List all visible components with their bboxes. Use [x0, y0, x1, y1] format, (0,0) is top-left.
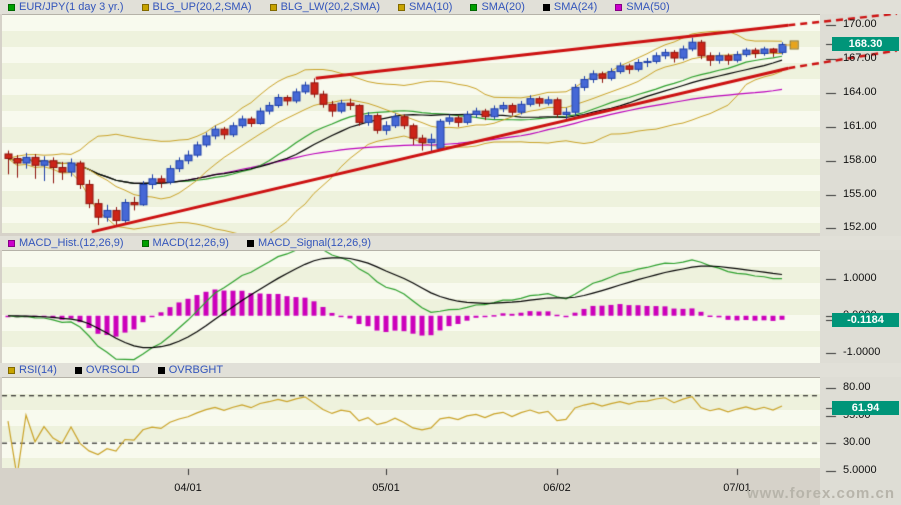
rsi-axis-label: 80.00: [843, 381, 871, 394]
legend-label: BLG_UP(20,2,SMA): [152, 1, 252, 13]
series-swatch-icon: [157, 366, 165, 374]
x-axis-label: 07/01: [723, 482, 751, 494]
series-swatch-icon: [141, 3, 149, 11]
series-swatch-icon: [615, 3, 623, 11]
price-axis-label: 155.00: [843, 187, 877, 200]
legend-item-symbol: EUR/JPY(1 day 3 yr.): [8, 1, 124, 13]
legend-label: MACD(12,26,9): [152, 237, 229, 249]
series-swatch-icon: [398, 3, 406, 11]
legend-item-ovrsold: OVRSOLD: [74, 364, 140, 376]
main-chart-legend: EUR/JPY(1 day 3 yr.) BLG_UP(20,2,SMA) BL…: [0, 0, 901, 14]
series-swatch-icon: [246, 239, 254, 247]
rsi-axis-label: 30.00: [843, 436, 871, 449]
price-axis-label: 170.00: [843, 18, 877, 31]
legend-item-macd-line: MACD(12,26,9): [141, 237, 229, 249]
rsi-legend: RSI(14) OVRSOLD OVRBGHT: [0, 363, 901, 377]
legend-item-sma10: SMA(10): [398, 1, 452, 13]
legend-label: EUR/JPY(1 day 3 yr.): [19, 1, 124, 13]
macd-value-tag: -0.1184: [832, 313, 899, 328]
series-swatch-icon: [542, 3, 550, 11]
price-axis-label: 167.00: [843, 52, 877, 65]
legend-label: RSI(14): [19, 364, 57, 376]
legend-item-sma20: SMA(20): [470, 1, 525, 13]
legend-label: SMA(20): [481, 1, 525, 13]
legend-label: MACD_Signal(12,26,9): [257, 237, 372, 249]
legend-item-sma50: SMA(50): [615, 1, 670, 13]
legend-item-macd-hist: MACD_Hist.(12,26,9): [8, 237, 124, 249]
legend-label: SMA(50): [626, 1, 670, 13]
rsi-axis-label: 5.0000: [843, 463, 877, 476]
series-swatch-icon: [470, 3, 478, 11]
last-price-tag: 168.30: [832, 37, 899, 52]
macd-axis-label: 1.0000: [843, 271, 877, 284]
x-axis-label: 05/01: [372, 482, 400, 494]
series-swatch-icon: [74, 366, 82, 374]
legend-item-rsi: RSI(14): [8, 364, 57, 376]
legend-item-sma24: SMA(24): [542, 1, 598, 13]
legend-label: SMA(10): [409, 1, 453, 13]
watermark: www.forex.com.cn: [747, 485, 895, 502]
price-axis-label: 161.00: [843, 119, 877, 132]
rsi-value-tag: 61.94: [832, 400, 899, 415]
legend-item-blg-up: BLG_UP(20,2,SMA): [141, 1, 252, 13]
price-axis-label: 164.00: [843, 86, 877, 99]
macd-axis-label: -1.0000: [843, 345, 881, 358]
legend-label: OVRBGHT: [168, 364, 224, 376]
legend-item-ovrbght: OVRBGHT: [157, 364, 224, 376]
series-swatch-icon: [141, 239, 149, 247]
series-swatch-icon: [8, 239, 15, 247]
macd-legend: MACD_Hist.(12,26,9) MACD(12,26,9) MACD_S…: [0, 236, 901, 250]
legend-item-macd-signal: MACD_Signal(12,26,9): [246, 237, 372, 249]
legend-label: SMA(24): [553, 1, 598, 13]
legend-item-blg-lw: BLG_LW(20,2,SMA): [269, 1, 381, 13]
price-axis-label: 158.00: [843, 153, 877, 166]
price-axis-label: 152.00: [843, 221, 877, 234]
series-swatch-icon: [8, 3, 15, 11]
legend-label: MACD_Hist.(12,26,9): [19, 237, 124, 249]
x-axis-label: 04/01: [174, 482, 202, 494]
legend-label: BLG_LW(20,2,SMA): [280, 1, 381, 13]
series-swatch-icon: [269, 3, 277, 11]
series-swatch-icon: [8, 366, 15, 374]
legend-label: OVRSOLD: [85, 364, 140, 376]
x-axis-label: 06/02: [543, 482, 571, 494]
